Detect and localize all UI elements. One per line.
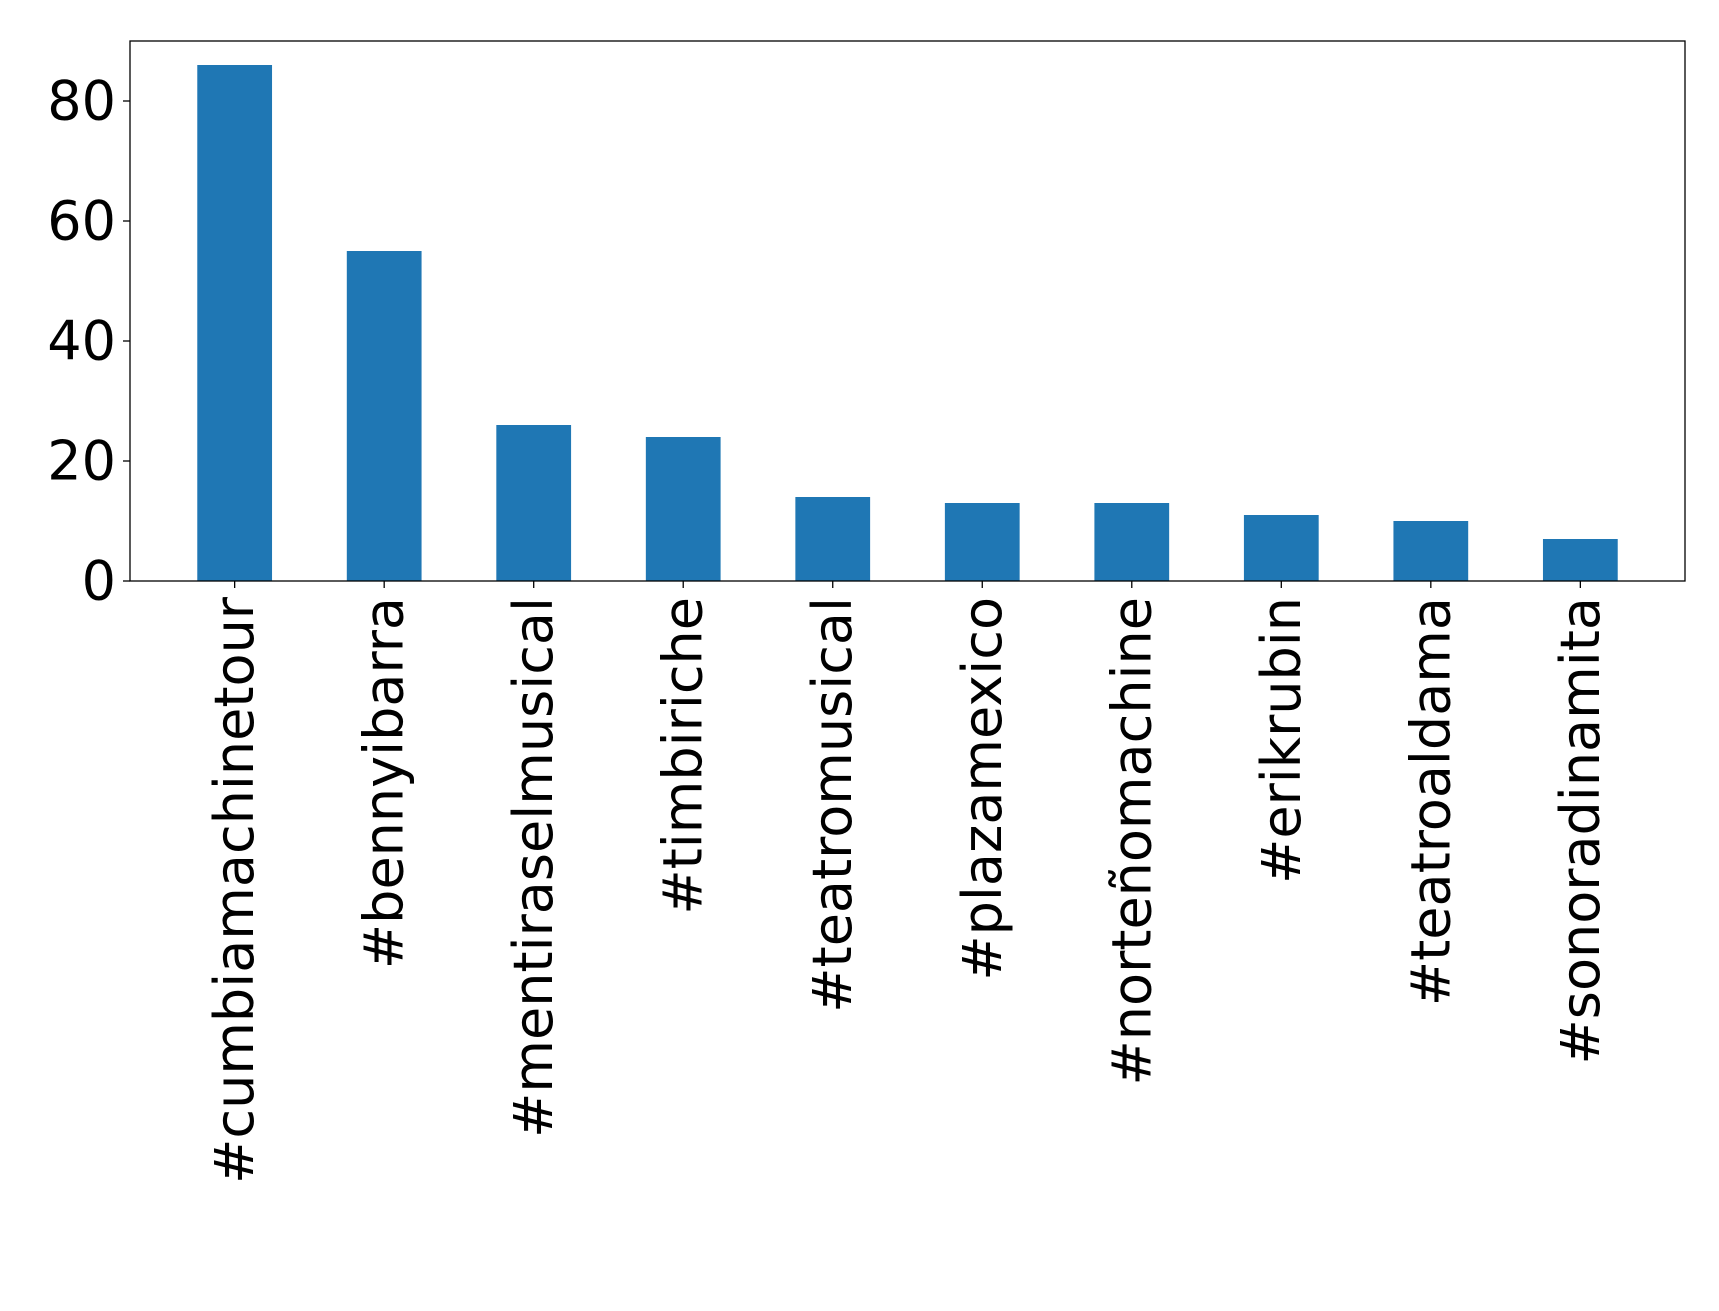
x-tick-label: #erikrubin [1250,597,1313,884]
plot-area [197,65,1618,581]
bar [1542,539,1618,581]
y-tick-label: 0 [82,550,116,613]
bar [197,65,273,581]
bar [1243,515,1319,581]
y-tick-label: 80 [47,70,116,133]
plot-frame [129,40,1686,582]
bar [645,437,721,581]
bar [1393,521,1469,581]
y-tick-label: 20 [47,430,116,493]
bar [496,425,572,581]
x-tick-label: #bennyibarra [353,597,416,969]
x-tick-label: #norteñomachine [1100,597,1163,1085]
y-tick-label: 60 [47,190,116,253]
y-axis: 0 20 40 60 80 [47,70,130,613]
x-tick-label: #timbiriche [652,597,715,915]
bar [795,497,871,581]
y-tick-label: 40 [47,310,116,373]
x-tick-label: #plazamexico [951,597,1014,981]
x-tick-label: #teatromusical [801,597,864,1013]
bar [346,251,422,581]
bar [944,503,1020,581]
x-axis: #cumbiamachinetour #bennyibarra #mentirase… [203,581,1612,1184]
x-tick-label: #cumbiamachinetour [203,596,266,1184]
x-tick-label: #mentiraselmusical [502,597,565,1138]
bar [1094,503,1170,581]
x-tick-label: #sonoradinamita [1549,597,1612,1064]
x-tick-label: #teatroaldama [1399,597,1462,1006]
